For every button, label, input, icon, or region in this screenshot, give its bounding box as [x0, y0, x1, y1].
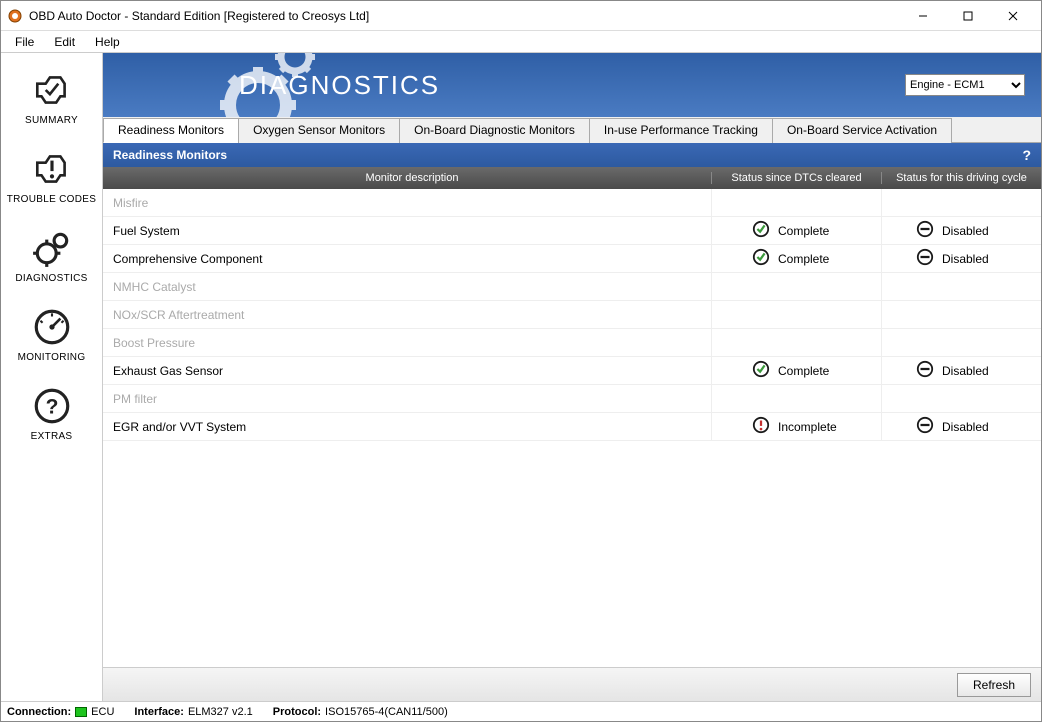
diagnostics-icon: [31, 227, 73, 269]
sidebar-label: EXTRAS: [31, 431, 73, 442]
connection-led-icon: [75, 707, 87, 717]
monitoring-icon: [31, 306, 73, 348]
help-icon[interactable]: ?: [1022, 147, 1031, 163]
monitor-row: Comprehensive ComponentCompleteDisabled: [103, 245, 1041, 273]
minimize-button[interactable]: [900, 2, 945, 30]
monitor-description: EGR and/or VVT System: [103, 420, 711, 434]
monitor-description: PM filter: [103, 392, 711, 406]
status-this-cycle: Disabled: [881, 217, 1041, 244]
disabled-icon: [916, 360, 934, 381]
monitor-row: Exhaust Gas SensorCompleteDisabled: [103, 357, 1041, 385]
monitor-description: NOx/SCR Aftertreatment: [103, 308, 711, 322]
status-protocol: Protocol: ISO15765-4(CAN11/500): [273, 706, 448, 718]
monitor-description: Exhaust Gas Sensor: [103, 364, 711, 378]
status-since-cleared: [711, 189, 881, 216]
status-since-cleared: Complete: [711, 245, 881, 272]
status-since-cleared: Incomplete: [711, 413, 881, 440]
tab-on-board-service-activation[interactable]: On-Board Service Activation: [772, 118, 952, 143]
menu-help[interactable]: Help: [85, 33, 130, 51]
sidebar-item-extras[interactable]: ? EXTRAS: [1, 375, 102, 454]
sidebar-item-trouble-codes[interactable]: TROUBLE CODES: [1, 138, 102, 217]
monitor-description: Boost Pressure: [103, 336, 711, 350]
grid-header: Monitor description Status since DTCs cl…: [103, 167, 1041, 189]
sidebar-label: TROUBLE CODES: [7, 194, 96, 205]
complete-icon: [752, 360, 770, 381]
disabled-icon: [916, 416, 934, 437]
sidebar-item-diagnostics[interactable]: DIAGNOSTICS: [1, 217, 102, 296]
refresh-button[interactable]: Refresh: [957, 673, 1031, 697]
sidebar-item-monitoring[interactable]: MONITORING: [1, 296, 102, 375]
status-since-cleared: [711, 385, 881, 412]
section-header: Readiness Monitors ?: [103, 143, 1041, 167]
statusbar: Connection: ECU Interface: ELM327 v2.1 P…: [1, 701, 1041, 721]
status-this-cycle: Disabled: [881, 357, 1041, 384]
maximize-button[interactable]: [945, 2, 990, 30]
status-since-cleared: Complete: [711, 357, 881, 384]
monitor-description: Misfire: [103, 196, 711, 210]
sidebar: SUMMARY TROUBLE CODES DIAGNOSTICS MONITORIN…: [1, 53, 103, 701]
app-icon: [7, 8, 23, 24]
sidebar-item-summary[interactable]: SUMMARY: [1, 59, 102, 138]
monitor-description: NMHC Catalyst: [103, 280, 711, 294]
monitor-row: EGR and/or VVT SystemIncompleteDisabled: [103, 413, 1041, 441]
status-since-cleared: [711, 273, 881, 300]
status-this-cycle: [881, 301, 1041, 328]
status-this-cycle: [881, 329, 1041, 356]
tab-in-use-performance-tracking[interactable]: In-use Performance Tracking: [589, 118, 773, 143]
status-since-cleared: Complete: [711, 217, 881, 244]
monitor-description: Fuel System: [103, 224, 711, 238]
gears-icon: [103, 53, 323, 117]
main-content: DIAGNOSTICS Engine - ECM1 Readiness Moni…: [103, 53, 1041, 701]
monitor-row: NMHC Catalyst: [103, 273, 1041, 301]
close-button[interactable]: [990, 2, 1035, 30]
svg-text:?: ?: [45, 395, 58, 418]
monitor-row: PM filter: [103, 385, 1041, 413]
monitor-rows: MisfireFuel SystemCompleteDisabledCompre…: [103, 189, 1041, 667]
menubar: FileEditHelp: [1, 31, 1041, 53]
status-interface: Interface: ELM327 v2.1: [134, 706, 252, 718]
sidebar-label: DIAGNOSTICS: [15, 273, 87, 284]
col-description: Monitor description: [103, 172, 711, 184]
window-title: OBD Auto Doctor - Standard Edition [Regi…: [29, 9, 900, 23]
monitor-description: Comprehensive Component: [103, 252, 711, 266]
tab-readiness-monitors[interactable]: Readiness Monitors: [103, 118, 239, 143]
tabs: Readiness MonitorsOxygen Sensor Monitors…: [103, 117, 1041, 143]
status-this-cycle: [881, 189, 1041, 216]
menu-edit[interactable]: Edit: [44, 33, 85, 51]
monitor-row: NOx/SCR Aftertreatment: [103, 301, 1041, 329]
status-connection: Connection: ECU: [7, 706, 114, 718]
col-status-this-cycle: Status for this driving cycle: [881, 172, 1041, 184]
col-status-since-cleared: Status since DTCs cleared: [711, 172, 881, 184]
extras-icon: ?: [31, 385, 73, 427]
complete-icon: [752, 248, 770, 269]
page-header: DIAGNOSTICS Engine - ECM1: [103, 53, 1041, 117]
incomplete-icon: [752, 416, 770, 437]
sidebar-label: MONITORING: [18, 352, 86, 363]
status-since-cleared: [711, 329, 881, 356]
tab-oxygen-sensor-monitors[interactable]: Oxygen Sensor Monitors: [238, 118, 400, 143]
status-this-cycle: [881, 385, 1041, 412]
summary-icon: [31, 69, 73, 111]
trouble-codes-icon: [31, 148, 73, 190]
titlebar: OBD Auto Doctor - Standard Edition [Regi…: [1, 1, 1041, 31]
status-this-cycle: Disabled: [881, 245, 1041, 272]
monitor-row: Boost Pressure: [103, 329, 1041, 357]
disabled-icon: [916, 248, 934, 269]
ecu-select[interactable]: Engine - ECM1: [905, 74, 1025, 96]
complete-icon: [752, 220, 770, 241]
section-title: Readiness Monitors: [113, 148, 227, 162]
menu-file[interactable]: File: [5, 33, 44, 51]
monitor-row: Misfire: [103, 189, 1041, 217]
tab-on-board-diagnostic-monitors[interactable]: On-Board Diagnostic Monitors: [399, 118, 590, 143]
monitor-row: Fuel SystemCompleteDisabled: [103, 217, 1041, 245]
status-since-cleared: [711, 301, 881, 328]
status-this-cycle: [881, 273, 1041, 300]
footer-bar: Refresh: [103, 667, 1041, 701]
status-this-cycle: Disabled: [881, 413, 1041, 440]
disabled-icon: [916, 220, 934, 241]
sidebar-label: SUMMARY: [25, 115, 78, 126]
